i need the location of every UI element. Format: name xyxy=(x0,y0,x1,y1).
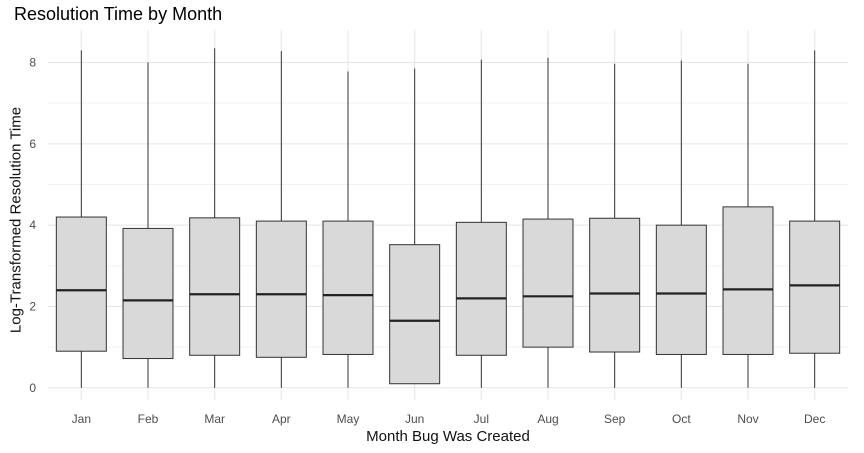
box-apr xyxy=(255,220,307,358)
x-tick-label: Jun xyxy=(405,412,424,426)
y-tick-label: 8 xyxy=(29,56,36,70)
box-jul xyxy=(455,221,507,356)
box-oct xyxy=(655,224,707,355)
box-nov xyxy=(722,206,774,355)
x-tick-label: Oct xyxy=(672,412,691,426)
box-may xyxy=(322,220,374,355)
x-tick-label: Aug xyxy=(537,412,558,426)
y-tick-label: 4 xyxy=(29,218,36,232)
y-tick-label: 6 xyxy=(29,137,36,151)
x-tick-label: Sep xyxy=(604,412,626,426)
box-aug xyxy=(522,218,574,348)
box-jan xyxy=(55,216,107,352)
chart-title: Resolution Time by Month xyxy=(14,4,223,24)
x-tick-label: Jan xyxy=(72,412,91,426)
box-mar xyxy=(189,217,241,356)
x-tick-label: May xyxy=(337,412,360,426)
y-tick-label: 0 xyxy=(29,381,36,395)
y-tick-label: 2 xyxy=(29,299,36,313)
y-axis-label: Log-Transformed Resolution Time xyxy=(7,106,25,334)
box-jun xyxy=(389,244,441,385)
x-tick-label: Jul xyxy=(474,412,489,426)
box-dec xyxy=(789,220,841,354)
box-feb xyxy=(122,227,174,360)
x-axis-label: Month Bug Was Created xyxy=(366,428,530,445)
x-tick-label: Feb xyxy=(138,412,159,426)
x-tick-label: Nov xyxy=(737,412,758,426)
x-tick-label: Mar xyxy=(204,412,225,426)
x-tick-label: Dec xyxy=(804,412,825,426)
box-sep xyxy=(589,217,641,353)
x-tick-label: Apr xyxy=(272,412,291,426)
